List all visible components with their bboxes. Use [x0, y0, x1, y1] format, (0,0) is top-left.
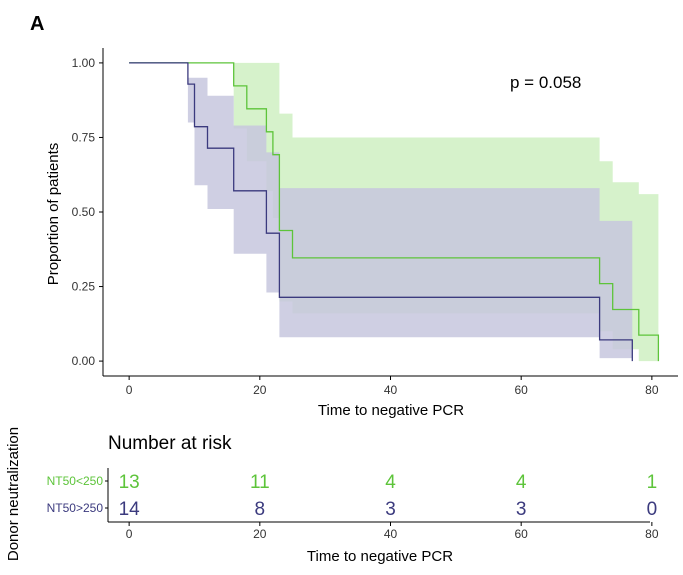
confidence-bands: [129, 62, 659, 362]
km-plot: 0.000.250.500.751.000 20 40 60 80 p = 0.058 …: [45, 48, 678, 419]
risk-y-axis-label: Donor neutralization: [5, 427, 22, 561]
km-x-tick-label: 0: [126, 383, 133, 397]
risk-table-title: Number at risk: [108, 433, 232, 454]
panel-label: A: [30, 13, 44, 35]
km-y-tick-label: 0.50: [72, 205, 96, 219]
km-x-tick-label: 20: [253, 383, 267, 397]
risk-x-tick-label: 60: [515, 527, 529, 541]
risk-row-label: NT50>250: [47, 501, 104, 515]
risk-count: 0: [647, 499, 658, 520]
km-y-tick-label: 1.00: [72, 56, 96, 70]
p-value-annotation: p = 0.058: [510, 73, 581, 92]
survival-curve-nt50-high: [129, 62, 633, 362]
survival-curves: [129, 62, 660, 362]
km-x-tick-label: 40: [384, 383, 398, 397]
risk-count: 3: [516, 499, 527, 520]
km-x-tick-label: 60: [515, 383, 529, 397]
survival-curve-nt50-low: [129, 62, 660, 362]
km-y-tick-label: 0.75: [72, 130, 96, 144]
risk-count: 4: [516, 472, 527, 493]
km-x-tick-label: 80: [645, 383, 659, 397]
risk-count: 14: [119, 499, 141, 520]
km-y-tick-label: 0.00: [72, 354, 96, 368]
risk-x-tick-label: 0: [126, 527, 133, 541]
risk-rows: NT50<250 13 11 4 4 1 NT50>250 14 8 3 3 0: [47, 472, 658, 520]
risk-x-tick-label: 20: [253, 527, 267, 541]
risk-x-tick-label: 40: [384, 527, 398, 541]
confidence-band-nt50-high: [129, 62, 633, 362]
km-y-axis-label: Proportion of patients: [45, 143, 62, 286]
risk-count: 11: [250, 472, 270, 493]
km-axes: 0.00 0.25 0.50 0.75 1.00 0 20 40 60 80: [72, 48, 678, 397]
risk-count: 13: [119, 472, 140, 493]
km-y-tick-label: 0.25: [72, 280, 96, 294]
risk-axes: 0 20 40 60 80: [105, 468, 659, 541]
km-x-axis-label: Time to negative PCR: [318, 402, 464, 419]
risk-count: 3: [385, 499, 396, 520]
risk-x-tick-label: 80: [645, 527, 659, 541]
risk-x-axis-label: Time to negative PCR: [307, 548, 453, 565]
risk-count: 4: [385, 472, 396, 493]
risk-count: 8: [255, 499, 266, 520]
risk-row-label: NT50<250: [47, 474, 104, 488]
risk-count: 1: [647, 472, 658, 493]
risk-table: Number at risk NT50<250 13 11 4 4 1 NT50>250 14…: [5, 427, 659, 565]
